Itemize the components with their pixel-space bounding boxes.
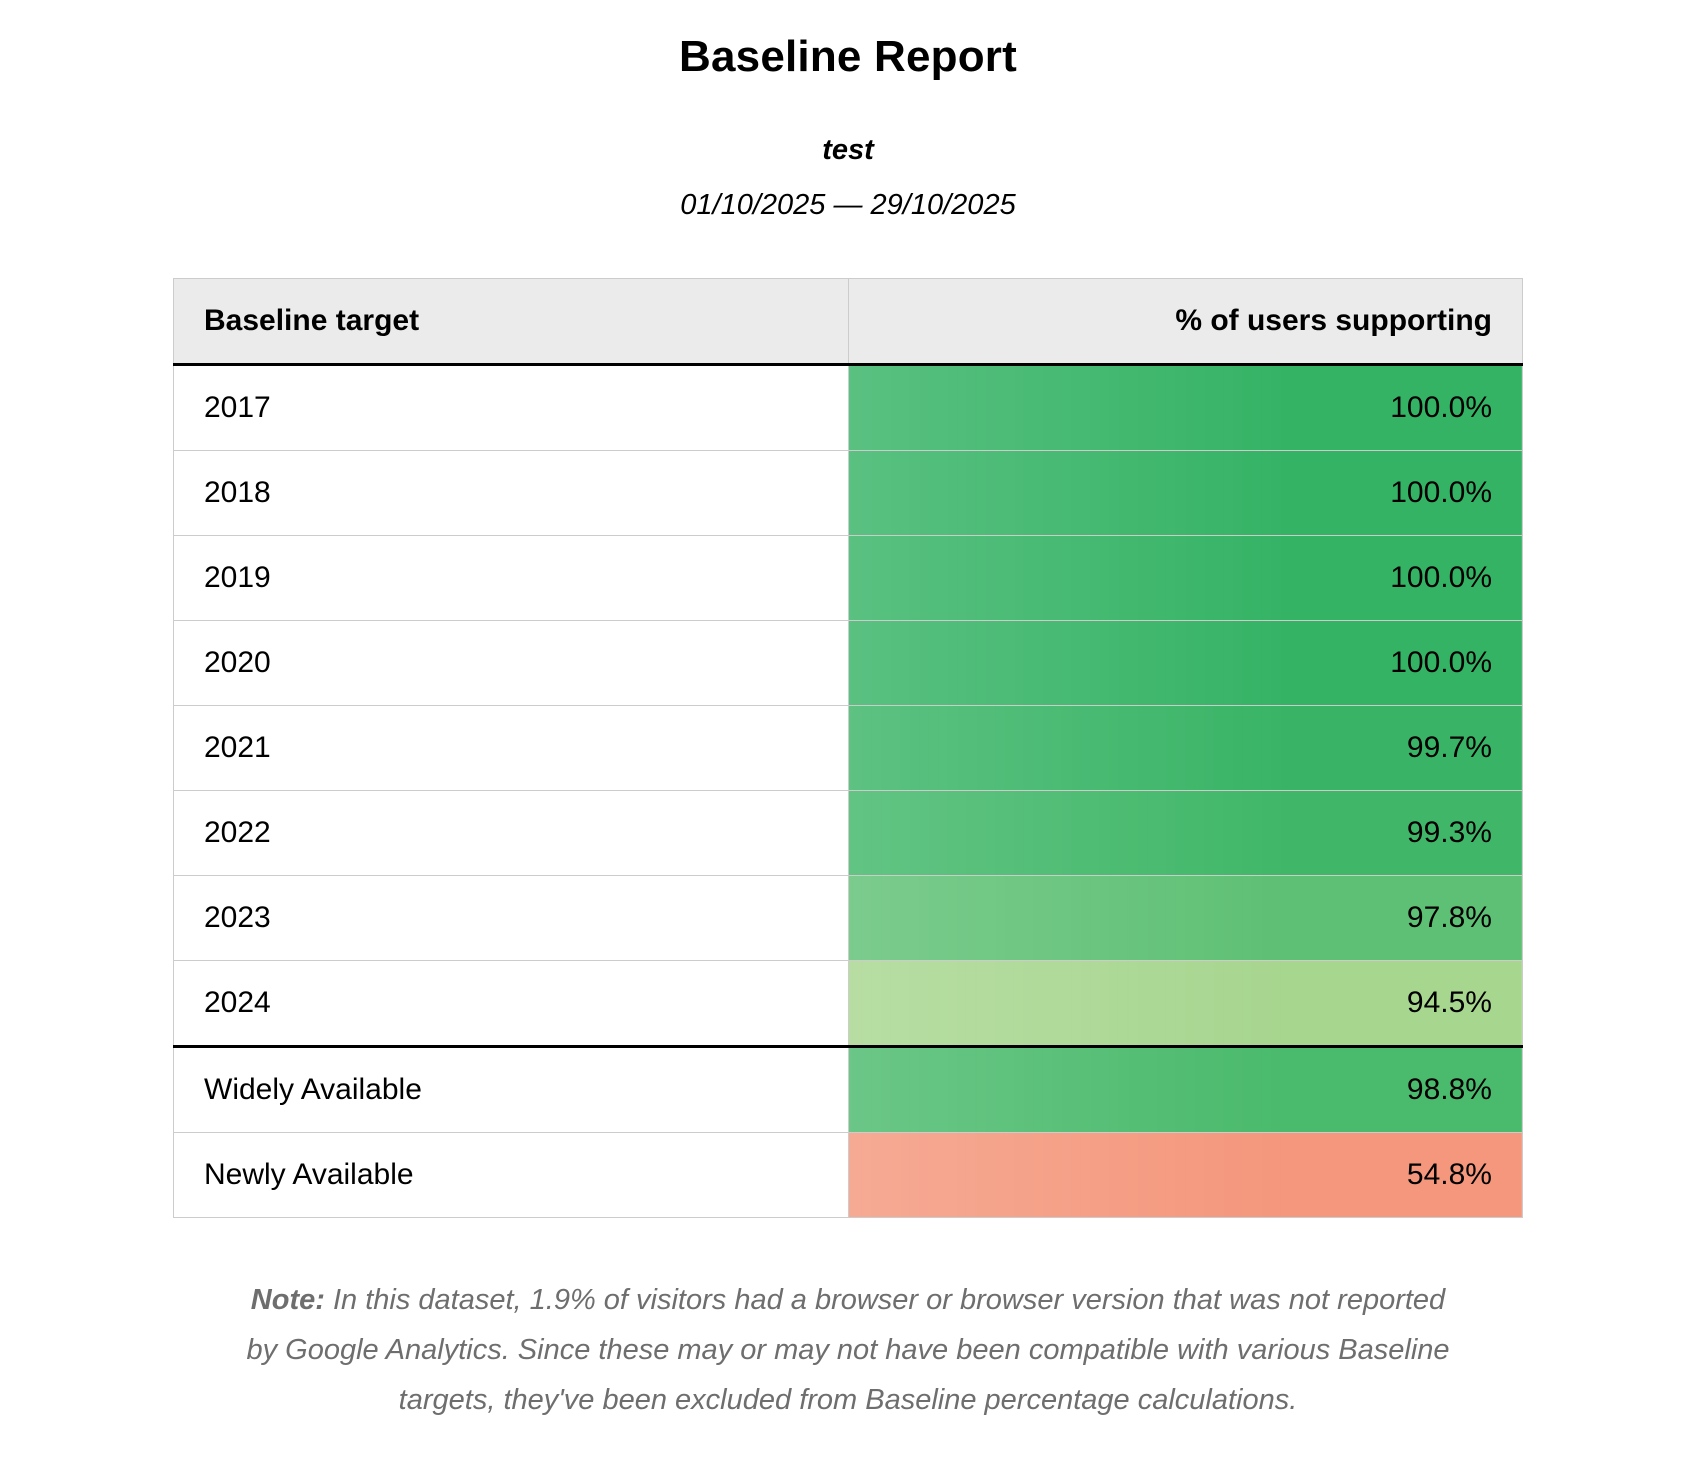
table-header-row: Baseline target % of users supporting — [173, 278, 1523, 366]
row-value: 97.8% — [848, 875, 1523, 961]
row-value: 54.8% — [848, 1132, 1523, 1218]
table-row: 2020 100.0% — [173, 620, 1523, 706]
row-label: 2024 — [173, 960, 849, 1047]
table-row: 2024 94.5% — [173, 960, 1523, 1047]
table-row: 2023 97.8% — [173, 875, 1523, 961]
table-row: Widely Available 98.8% — [173, 1045, 1523, 1133]
row-label: 2019 — [173, 535, 849, 621]
page-title: Baseline Report — [679, 32, 1017, 81]
row-value: 94.5% — [848, 960, 1523, 1047]
table-row: 2019 100.0% — [173, 535, 1523, 621]
note-label: Note: — [250, 1284, 325, 1316]
row-value: 99.7% — [848, 705, 1523, 791]
row-value: 99.3% — [848, 790, 1523, 876]
row-label: 2020 — [173, 620, 849, 706]
row-value: 100.0% — [848, 620, 1523, 706]
column-header-baseline-target: Baseline target — [173, 278, 849, 366]
table-row: 2017 100.0% — [173, 364, 1523, 451]
row-label: 2017 — [173, 364, 849, 451]
table-body: 2017 100.0% 2018 100.0% 2019 100.0% 2020 100.0%… — [173, 364, 1523, 1218]
row-value: 100.0% — [848, 535, 1523, 621]
row-label: 2018 — [173, 450, 849, 536]
report-date-range: 01/10/2025 — 29/10/2025 — [680, 189, 1016, 221]
table-row: Newly Available 54.8% — [173, 1132, 1523, 1218]
note-text: Note: In this dataset, 1.9% of visitors … — [243, 1276, 1453, 1426]
baseline-table: Baseline target % of users supporting 20… — [173, 278, 1523, 1218]
report-subtitle: test — [822, 134, 874, 166]
row-value: 100.0% — [848, 450, 1523, 536]
column-header-percent-supporting: % of users supporting — [848, 278, 1523, 366]
row-label: 2023 — [173, 875, 849, 961]
table-row: 2022 99.3% — [173, 790, 1523, 876]
row-label: 2021 — [173, 705, 849, 791]
note-body: In this dataset, 1.9% of visitors had a … — [246, 1284, 1450, 1416]
row-value: 98.8% — [848, 1045, 1523, 1133]
row-value: 100.0% — [848, 364, 1523, 451]
row-label: Newly Available — [173, 1132, 849, 1218]
row-label: Widely Available — [173, 1045, 849, 1133]
table-row: 2021 99.7% — [173, 705, 1523, 791]
table-row: 2018 100.0% — [173, 450, 1523, 536]
row-label: 2022 — [173, 790, 849, 876]
